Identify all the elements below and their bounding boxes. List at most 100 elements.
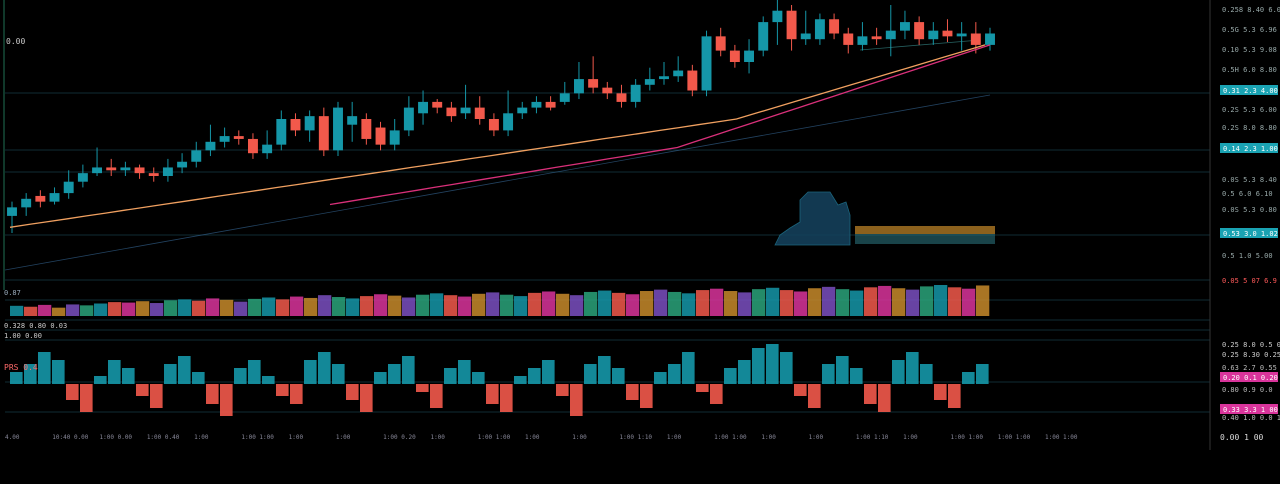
volume-bar-42 [598, 290, 612, 316]
volume-bar-41 [584, 291, 598, 316]
candle-body-47 [673, 70, 684, 77]
oscillator-bar-62 [878, 384, 891, 412]
oscillator-bar-24 [346, 384, 359, 400]
candle-body-30 [432, 101, 443, 108]
oscillator-bar-33 [472, 372, 485, 384]
volume-profile [10, 191, 995, 316]
volume-bar-54 [766, 287, 780, 316]
volume-bar-37 [528, 292, 542, 316]
volume-bar-2 [38, 304, 52, 316]
candle-body-18 [262, 144, 273, 154]
oscillator-bar-59 [836, 356, 849, 384]
volume-bar-17 [248, 298, 262, 316]
oscillator-bar-19 [276, 384, 289, 396]
volume-bar-23 [332, 297, 346, 316]
candle-body-63 [899, 22, 910, 31]
oscillator-bar-16 [234, 368, 247, 384]
volume-bar-38 [542, 291, 556, 316]
candle-body-31 [446, 107, 457, 117]
volume-bar-36 [514, 296, 528, 316]
oscillator-highlight-bg-1 [1220, 404, 1278, 414]
volume-bar-7 [108, 302, 122, 316]
oscillator-bar-25 [360, 384, 373, 412]
oscillator-bar-57 [808, 384, 821, 408]
volume-bar-67 [948, 287, 962, 316]
oscillator-bar-63 [892, 360, 905, 384]
oscillator-bar-27 [388, 364, 401, 384]
oscillator-bar-14 [206, 384, 219, 404]
volume-bar-45 [640, 291, 654, 316]
candle-body-36 [517, 107, 528, 114]
ma-fast-line [9, 44, 986, 228]
oscillator-bar-20 [290, 384, 303, 404]
oscillator-bar-8 [122, 368, 135, 384]
time-axis-tick-4: 1:00 [194, 434, 209, 441]
oscillator-bar-6 [94, 376, 107, 384]
price-axis-tick-3: 0.5H 6.0 8.80 [1222, 66, 1277, 74]
candlestick-series [7, 0, 995, 233]
time-axis-tick-5: 1:00 1:00 [241, 434, 274, 441]
volume-bar-13 [192, 300, 206, 316]
price-axis-tick-6: 0.0S 5.3 8.40 [1222, 176, 1277, 184]
candle-body-34 [488, 119, 499, 131]
oscillator-label: PRS 0.4 [4, 363, 38, 372]
oscillator-bar-58 [822, 364, 835, 384]
mid-label-1: 1.00 0.00 [4, 332, 42, 340]
price-axis-tick-9: 0.5 1.0 5.00 [1222, 252, 1273, 260]
oscillator-highlight-label-1: 0.33 3.3 1 00 [1223, 406, 1278, 414]
oscillator-bar-9 [136, 384, 149, 396]
price-axis-tick-8: 0.0S 5.3 0.80 [1222, 206, 1277, 214]
oscillator-bar-43 [612, 368, 625, 384]
candle-body-26 [375, 127, 386, 145]
oscillator-bar-40 [570, 384, 583, 416]
volume-bar-52 [738, 292, 752, 316]
volume-bar-35 [500, 294, 514, 316]
oscillator-bar-37 [528, 368, 541, 384]
time-axis[interactable]: 4.00 10:40 0.00 1:00 0.00 1:00 0.40 1:00 1:00… [5, 434, 1078, 441]
price-axis[interactable]: 0.258 8.40 6.05 0.5G 5.3 6.96 0.10 5.3 9.0… [4, 6, 1280, 422]
candle-body-69 [985, 33, 995, 45]
volume-bar-5 [80, 305, 94, 316]
volume-bar-32 [458, 296, 472, 316]
candle-body-48 [687, 70, 698, 91]
volume-bar-3 [52, 307, 66, 316]
volume-bar-1 [24, 306, 38, 316]
volume-bar-33 [472, 293, 486, 316]
volume-bar-15 [220, 299, 234, 316]
candle-body-23 [333, 107, 343, 151]
oscillator-bar-3 [52, 360, 65, 384]
trend-line-upper [859, 39, 981, 51]
mid-label-3: 0.25 8.30 0.25 [1222, 351, 1280, 359]
volume-bar-44 [626, 294, 640, 316]
candle-body-56 [800, 33, 811, 40]
volume-bar-6 [94, 303, 108, 316]
time-axis-tick-0: 4.00 [5, 434, 20, 441]
oscillator-bar-41 [584, 364, 597, 384]
oscillator-bar-49 [696, 384, 709, 392]
time-axis-tick-21: 1:00 1:00 [998, 434, 1031, 441]
volume-bar-25 [360, 296, 374, 316]
candle-body-4 [63, 181, 74, 194]
header-value-label: 0.00 [6, 37, 25, 46]
candle-body-12 [177, 161, 188, 168]
oscillator-bar-26 [374, 372, 387, 384]
oscillator-bar-66 [934, 384, 947, 400]
oscillator-bar-10 [150, 384, 163, 408]
trend-line-lower [4, 94, 991, 271]
volume-bar-57 [808, 288, 822, 316]
moving-averages [9, 44, 991, 228]
price-highlight-bg-1 [1220, 143, 1278, 153]
time-axis-tick-12: 1:00 [572, 434, 587, 441]
candle-body-0 [7, 207, 17, 216]
time-axis-tick-15: 1:00 1:00 [714, 434, 747, 441]
oscillator-bar-67 [948, 384, 961, 408]
candle-body-9 [134, 167, 145, 174]
oscillator-bar-44 [626, 384, 639, 400]
trend-lines [4, 39, 991, 271]
volume-bar-8 [122, 302, 136, 316]
candle-body-39 [559, 93, 570, 102]
time-axis-tick-11: 1:00 [525, 434, 540, 441]
ma-slow-line [329, 44, 991, 206]
